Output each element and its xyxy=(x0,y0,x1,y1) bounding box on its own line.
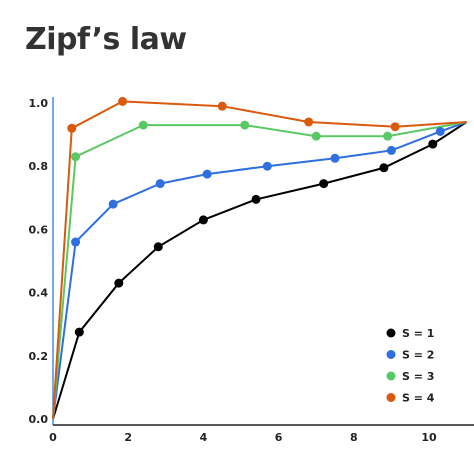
series-2-point xyxy=(155,179,165,189)
series-1-point xyxy=(153,242,163,252)
series-4-point xyxy=(390,122,400,132)
series-1-point xyxy=(428,139,438,149)
y-tick-label: 0.6 xyxy=(29,223,49,236)
y-tick-labels: 0.0 0.2 0.4 0.6 0.8 1.0 xyxy=(29,97,49,426)
series-3-point xyxy=(240,120,250,130)
legend-label-2: S = 2 xyxy=(402,349,434,362)
y-tick-label: 0.2 xyxy=(29,350,49,363)
series-line-2 xyxy=(52,121,467,420)
chart-title: Zipf’s law xyxy=(25,22,187,57)
series-3-point xyxy=(71,152,81,162)
series-4-point xyxy=(118,96,128,106)
series-2-point xyxy=(386,145,396,155)
series-1-point xyxy=(379,163,389,173)
series-2-point xyxy=(202,169,212,179)
series-1-point xyxy=(251,194,261,204)
series-3-point xyxy=(138,120,148,130)
series-line-1 xyxy=(52,121,468,420)
legend-marker-3 xyxy=(386,371,396,381)
legend-marker-1 xyxy=(386,328,396,338)
y-tick-label: 0.4 xyxy=(29,287,49,300)
series-1-point xyxy=(319,179,329,189)
series-2-point xyxy=(71,237,81,247)
series-4-point xyxy=(217,101,227,111)
x-tick-label: 4 xyxy=(200,431,208,444)
y-tick-label: 0.8 xyxy=(29,160,49,173)
legend-label-3: S = 3 xyxy=(402,370,434,383)
x-tick-label: 2 xyxy=(124,431,132,444)
x-tick-label: 0 xyxy=(49,431,57,444)
legend-marker-4 xyxy=(386,393,396,402)
legend: S = 1 S = 2 S = 3 S = 4 xyxy=(386,327,435,405)
series-1-point xyxy=(198,215,208,225)
legend-label-1: S = 1 xyxy=(402,327,434,340)
x-tick-label: 10 xyxy=(421,431,437,444)
series-layer xyxy=(52,96,468,420)
series-4-point xyxy=(67,123,77,133)
legend-marker-2 xyxy=(386,350,396,359)
x-tick-label: 6 xyxy=(275,431,283,444)
x-tick-labels: 0 2 4 6 8 10 xyxy=(49,431,437,444)
series-4-point xyxy=(304,117,314,127)
series-3-point xyxy=(383,131,393,141)
series-2-point xyxy=(435,126,445,136)
x-tick-label: 8 xyxy=(350,431,358,444)
y-tick-label: 1.0 xyxy=(29,97,49,110)
series-2-point xyxy=(330,153,340,163)
series-2-point xyxy=(262,161,272,171)
legend-label-4: S = 4 xyxy=(402,392,435,405)
series-1-point xyxy=(74,327,84,337)
series-2-point xyxy=(108,199,118,209)
series-3-point xyxy=(311,131,321,141)
series-1-point xyxy=(114,278,124,288)
y-tick-label: 0.0 xyxy=(29,413,49,426)
